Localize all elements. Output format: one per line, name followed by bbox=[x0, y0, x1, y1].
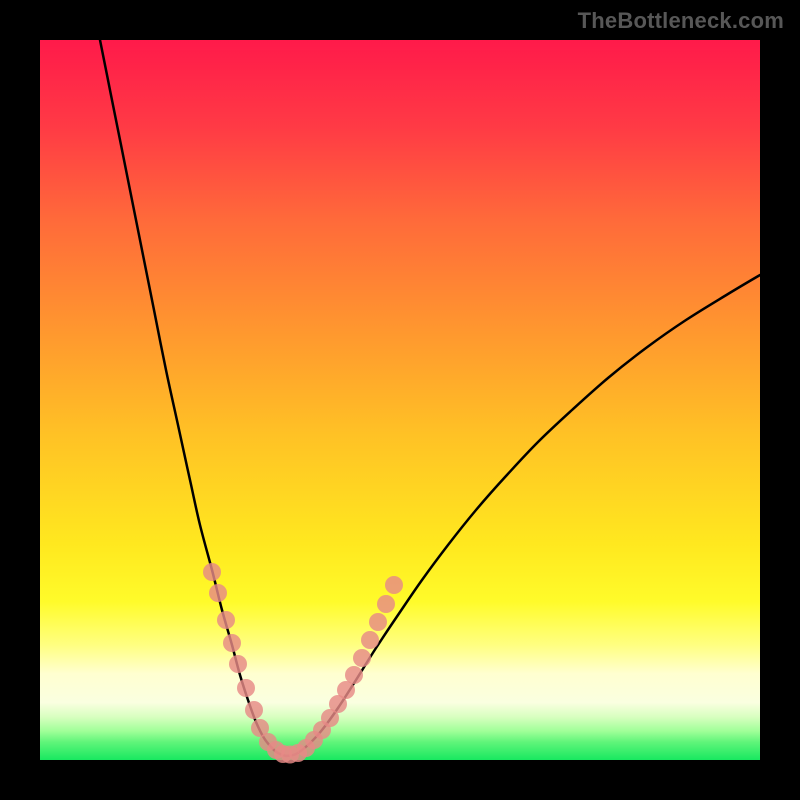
data-marker bbox=[209, 584, 227, 602]
data-marker bbox=[217, 611, 235, 629]
data-marker bbox=[385, 576, 403, 594]
chart-frame: TheBottleneck.com bbox=[0, 0, 800, 800]
data-marker bbox=[245, 701, 263, 719]
curve-layer bbox=[40, 40, 760, 760]
data-marker bbox=[223, 634, 241, 652]
data-marker bbox=[229, 655, 247, 673]
data-marker bbox=[203, 563, 221, 581]
data-marker bbox=[237, 679, 255, 697]
data-marker bbox=[345, 666, 363, 684]
data-marker bbox=[353, 649, 371, 667]
plot-area bbox=[40, 40, 760, 760]
curve-left bbox=[100, 40, 286, 756]
curve-right bbox=[286, 275, 760, 756]
data-marker bbox=[361, 631, 379, 649]
data-marker bbox=[377, 595, 395, 613]
data-marker bbox=[369, 613, 387, 631]
watermark-text: TheBottleneck.com bbox=[578, 8, 784, 34]
